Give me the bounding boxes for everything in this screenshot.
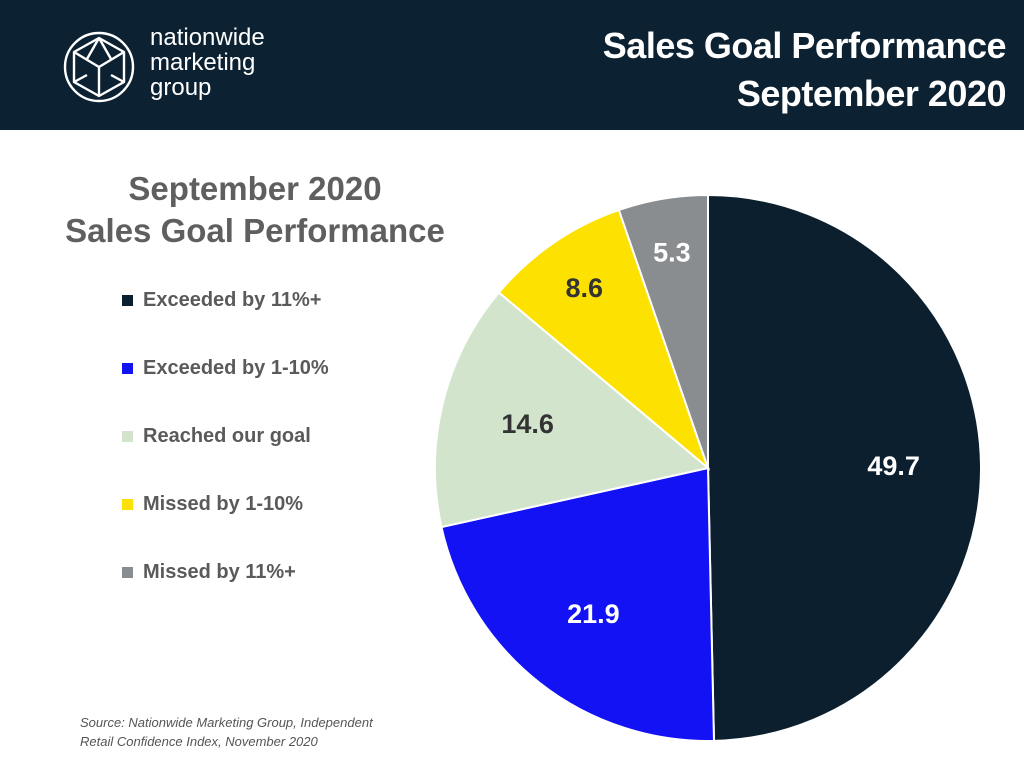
source-line-2: Retail Confidence Index, November 2020: [80, 734, 318, 749]
pie-slice: [617, 193, 709, 469]
pie-data-label: 14.6: [501, 409, 554, 439]
legend-swatch: [122, 295, 133, 306]
chart-title-line-2: Sales Goal Performance: [65, 212, 445, 249]
header-title-line-2: September 2020: [736, 73, 1007, 114]
legend-label: Exceeded by 1-10%: [143, 357, 329, 379]
legend-swatch: [122, 499, 133, 510]
legend-swatch: [122, 363, 133, 374]
header-title: Sales Goal Performance September 2020: [602, 22, 1007, 118]
brand-line-2: marketing: [150, 49, 256, 76]
pie-data-label: 49.7: [867, 451, 920, 481]
source-line-1: Source: Nationwide Marketing Group, Inde…: [80, 715, 373, 730]
chart-title: September 2020 Sales Goal Performance: [30, 168, 480, 252]
legend-label: Missed by 1-10%: [143, 493, 304, 515]
legend-label: Reached our goal: [143, 425, 311, 447]
legend-swatch: [122, 431, 133, 442]
header-title-line-1: Sales Goal Performance: [602, 25, 1007, 66]
brand-line-3: group: [150, 74, 212, 101]
pie-data-label: 8.6: [565, 273, 603, 303]
chart-title-line-1: September 2020: [128, 170, 382, 207]
nationwide-logo-icon: [63, 31, 135, 103]
header-bar: nationwide marketing group Sales Goal Pe…: [0, 0, 1024, 130]
pie-slice: [497, 208, 711, 472]
pie-slice: [434, 291, 711, 529]
legend-swatch: [122, 567, 133, 578]
pie-data-label: 21.9: [567, 599, 620, 629]
legend-label: Exceeded by 11%+: [143, 289, 322, 311]
legend-label: Missed by 11%+: [143, 561, 296, 583]
pie-slice: [707, 193, 982, 742]
brand-line-1: nationwide: [150, 24, 265, 51]
pie-slice: [440, 466, 716, 742]
source-note: Source: Nationwide Marketing Group, Inde…: [80, 713, 373, 751]
brand-name: nationwide marketing group: [150, 26, 265, 101]
pie-data-label: 5.3: [653, 238, 691, 268]
